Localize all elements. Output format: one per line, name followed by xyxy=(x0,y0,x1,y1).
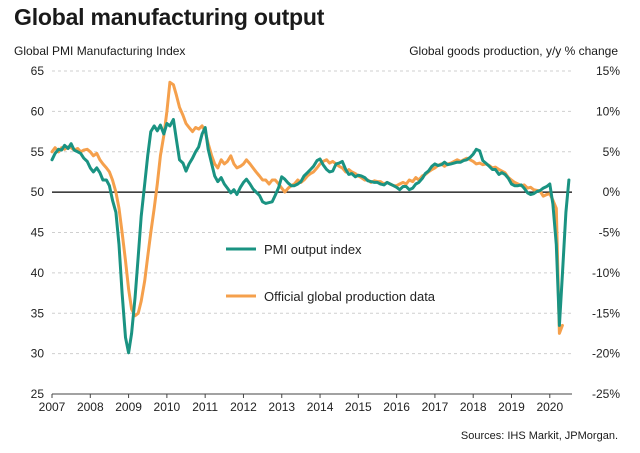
y-right-tick-label: 0% xyxy=(603,185,621,199)
x-tick-label: 2011 xyxy=(192,400,218,414)
y-right-tick-label: 15% xyxy=(596,64,620,78)
y-left-tick-label: 30 xyxy=(31,347,45,361)
y-right-tick-label: -10% xyxy=(592,266,620,280)
y-right-tick-label: 10% xyxy=(596,104,620,118)
y-left-tick-label: 25 xyxy=(31,387,45,401)
y-right-tick-label: -15% xyxy=(592,306,620,320)
x-tick-label: 2018 xyxy=(460,400,487,414)
source-note: Sources: IHS Markit, JPMorgan. xyxy=(460,430,618,442)
chart-title: Global manufacturing output xyxy=(14,4,325,30)
legend-label: PMI output index xyxy=(264,242,362,257)
y-right-tick-label: 5% xyxy=(603,145,621,159)
x-tick-label: 2014 xyxy=(307,400,334,414)
y-left-tick-label: 60 xyxy=(31,104,45,118)
left-axis-title: Global PMI Manufacturing Index xyxy=(14,44,186,58)
y-right-tick-label: -5% xyxy=(599,226,621,240)
x-tick-label: 2012 xyxy=(230,400,257,414)
y-left-tick-label: 40 xyxy=(31,266,45,280)
y-left-tick-label: 35 xyxy=(31,306,45,320)
right-axis-title: Global goods production, y/y % change xyxy=(409,44,618,58)
x-tick-label: 2016 xyxy=(383,400,410,414)
y-left-tick-label: 45 xyxy=(31,226,45,240)
x-tick-label: 2015 xyxy=(345,400,372,414)
x-tick-label: 2007 xyxy=(39,400,66,414)
x-tick-label: 2020 xyxy=(536,400,563,414)
y-right-tick-label: -25% xyxy=(592,387,620,401)
x-tick-label: 2013 xyxy=(268,400,295,414)
x-tick-label: 2008 xyxy=(77,400,104,414)
y-right-tick-label: -20% xyxy=(592,347,620,361)
y-left-tick-label: 50 xyxy=(31,185,45,199)
y-left-tick-label: 55 xyxy=(31,145,45,159)
legend-label: Official global production data xyxy=(264,289,436,304)
production-line xyxy=(50,80,564,335)
x-tick-label: 2010 xyxy=(154,400,181,414)
x-tick-label: 2017 xyxy=(422,400,449,414)
y-left-tick-label: 65 xyxy=(31,64,45,78)
pmi-output-line xyxy=(50,117,571,355)
x-tick-label: 2009 xyxy=(115,400,142,414)
x-tick-label: 2019 xyxy=(498,400,525,414)
